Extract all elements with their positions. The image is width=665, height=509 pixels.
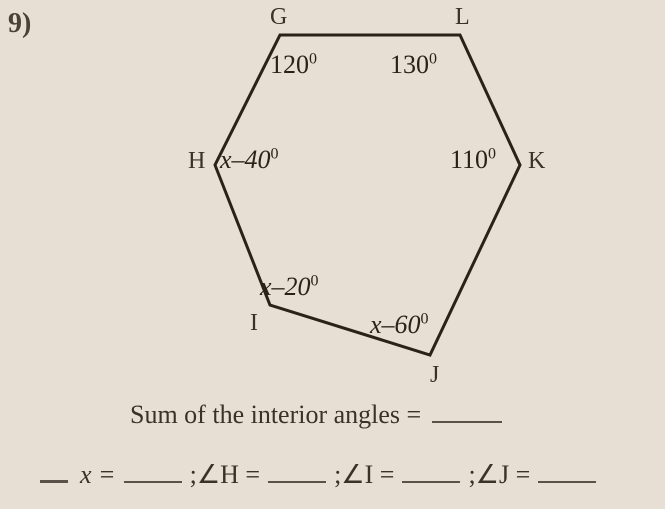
leading-mark: [40, 480, 68, 483]
angle-h-label: ;∠H =: [190, 460, 260, 490]
vertex-l: L: [455, 4, 470, 31]
angle-j: x–600: [370, 310, 429, 340]
sum-blank[interactable]: [432, 403, 502, 423]
vertex-j: J: [430, 362, 439, 389]
vertex-h: H: [188, 148, 205, 175]
angle-i-blank[interactable]: [402, 463, 460, 483]
angle-g: 1200: [270, 50, 317, 80]
hexagon-svg: [120, 10, 550, 390]
angle-k: 1100: [450, 145, 496, 175]
angle-h-blank[interactable]: [268, 463, 326, 483]
x-blank[interactable]: [124, 463, 182, 483]
angle-i: x–200: [260, 272, 319, 302]
sum-label: Sum of the interior angles =: [130, 400, 421, 429]
angle-l: 1300: [390, 50, 437, 80]
problem-number: 9): [8, 8, 31, 40]
vertex-i: I: [250, 310, 258, 337]
vertex-k: K: [528, 148, 545, 175]
hexagon-polygon: [215, 35, 520, 355]
answers-line: x = ;∠H = ;∠I = ;∠J =: [40, 460, 600, 490]
vertex-g: G: [270, 4, 287, 31]
angle-j-label: ;∠J =: [468, 460, 530, 490]
hexagon-figure: G L H K I J 1200 1300 x–400 1100 x–200 x…: [120, 10, 550, 390]
angle-i-label: ;∠I =: [334, 460, 394, 490]
x-label: x =: [80, 460, 116, 490]
angle-j-blank[interactable]: [538, 463, 596, 483]
sum-prompt: Sum of the interior angles =: [130, 400, 506, 430]
angle-h: x–400: [220, 145, 279, 175]
